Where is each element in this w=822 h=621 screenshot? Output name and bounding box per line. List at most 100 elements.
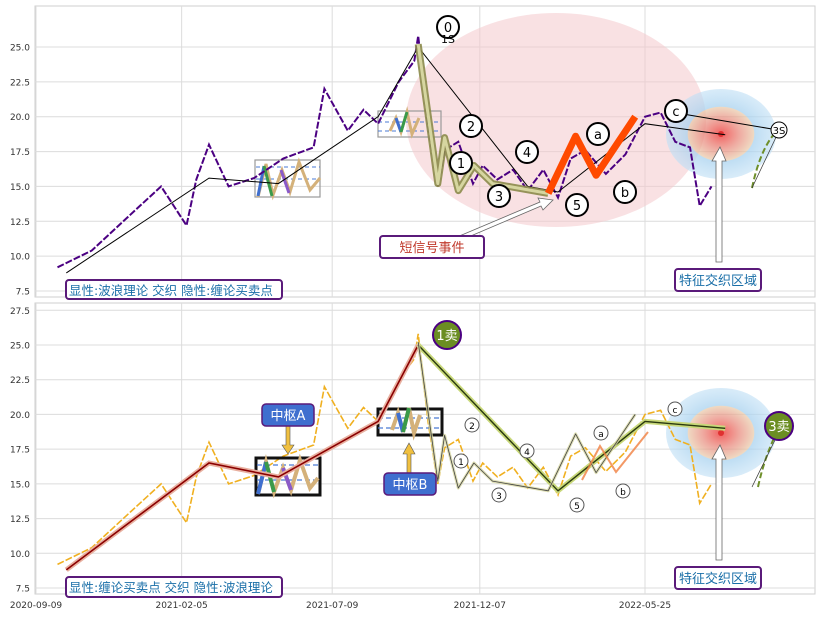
hub-top-a-zig-purple	[279, 169, 291, 194]
y-ticks-bottom: 7.5 10.0 12.5 15.0 17.5 20.0 22.5 25.0 27.5	[10, 307, 30, 595]
c-to-3s-line	[676, 112, 779, 131]
top-ytick-label: 7.5	[16, 288, 30, 298]
series-price-bottom	[57, 333, 713, 566]
small-marker-4	[519, 443, 535, 459]
series-bi-line	[65, 344, 419, 571]
small-marker-a	[593, 425, 609, 441]
small-marker-3-label: 3	[496, 492, 502, 502]
marker-2-label: 2	[467, 120, 475, 135]
bottom-ytick-label: 12.5	[10, 515, 30, 525]
short-signal-label: 短信号事件	[399, 241, 464, 256]
marker-b-label: b	[621, 186, 629, 201]
top-ytick-label: 12.5	[10, 218, 30, 228]
marker-b	[613, 180, 637, 204]
small-marker-c	[667, 401, 683, 417]
y-ticks-top: 7.5 10.0 12.5 15.0 17.5 20.0 22.5 25.0	[10, 44, 30, 298]
top-ytick-label: 10.0	[10, 253, 30, 263]
marker-1	[449, 151, 473, 175]
marker-a	[586, 122, 610, 146]
top-ytick-label: 17.5	[10, 148, 30, 158]
marker-c	[664, 99, 688, 123]
marker-1s-label: 1S	[441, 33, 455, 46]
small-marker-b	[615, 483, 631, 499]
bottom-ytick-label: 22.5	[10, 376, 30, 386]
series-wave-path-inner	[416, 43, 549, 195]
abc-highlight-bottom	[581, 431, 649, 481]
marker-0-label: 0	[444, 21, 452, 36]
xtick-label: 2022-05-25	[619, 601, 671, 611]
small-marker-b-label: b	[620, 488, 626, 498]
marker-5-label: 5	[573, 199, 581, 214]
marker-3-label: 3	[495, 190, 503, 205]
small-marker-2	[464, 417, 480, 433]
hub-a-label-box	[261, 403, 315, 427]
bottom-ytick-label: 27.5	[10, 307, 30, 317]
top-ytick-label: 25.0	[10, 44, 30, 54]
marker-1-label: 1	[457, 157, 465, 172]
marker-a-label: a	[594, 128, 602, 143]
projection-3s-dashed	[751, 132, 776, 189]
bottom-ytick-label: 20.0	[10, 411, 30, 421]
xtick-label: 2020-09-09	[10, 601, 63, 611]
small-marker-1	[453, 453, 469, 469]
legend-box-bottom	[65, 576, 283, 598]
bottom-ytick-label: 7.5	[16, 585, 30, 595]
markers-bottom: 1卖 3卖 1 2 3 4 5 a b c	[432, 320, 794, 513]
marker-2	[459, 114, 483, 138]
hub-box-top-b	[377, 110, 442, 138]
hub-b-label-box	[383, 472, 437, 496]
interleave-box-bottom	[674, 566, 762, 590]
hub-top-a-zig-green	[262, 165, 274, 197]
x-ticks: 2020-09-09 2021-02-05 2021-07-09 2021-12-07…	[10, 601, 671, 611]
hub-b-label: 中枢B	[393, 478, 428, 493]
interleave-center-dot-bottom	[718, 430, 724, 436]
legend-label-top: 显性:波浪理论 交织 隐性:缠论买卖点	[69, 283, 273, 298]
small-marker-5	[569, 497, 585, 513]
marker-3s-label: 3S	[773, 126, 786, 137]
interleave-arrow-top	[711, 146, 727, 263]
top-ytick-label: 20.0	[10, 113, 30, 123]
top-ytick-label: 15.0	[10, 183, 30, 193]
legend-box-top	[65, 279, 283, 300]
small-marker-a-label: a	[598, 430, 604, 440]
xtick-label: 2021-07-09	[306, 601, 359, 611]
marker-3-sell-label: 3卖	[768, 420, 789, 435]
bottom-ytick-label: 10.0	[10, 550, 30, 560]
xtick-label: 2021-12-07	[454, 601, 506, 611]
series-wave-abc	[545, 114, 639, 195]
bottom-ytick-label: 17.5	[10, 446, 30, 456]
xtick-label: 2021-02-05	[155, 601, 207, 611]
hub-top-b-zig-green	[399, 111, 409, 133]
hub-a-zig-blue	[256, 461, 268, 495]
hub-b-arrow	[402, 442, 416, 475]
marker-c-label: c	[672, 105, 679, 120]
bottom-ytick-label: 15.0	[10, 480, 30, 490]
series-segment-line	[417, 344, 726, 492]
short-signal-box	[379, 235, 485, 259]
marker-4-label: 4	[523, 146, 531, 161]
small-marker-2-label: 2	[469, 422, 475, 432]
marker-1-sell	[432, 320, 462, 350]
interleave-arrow-bottom	[711, 444, 727, 561]
legend-label-bottom: 显性:缠论买卖点 交织 隐性:波浪理论	[69, 580, 273, 595]
small-marker-3	[491, 487, 507, 503]
marker-3s	[770, 121, 788, 139]
interleave-label-top: 特征交织区域	[679, 273, 757, 289]
hub-b-zig-green	[401, 407, 411, 433]
bottom-ytick-label: 25.0	[10, 342, 30, 352]
marker-1-sell-label: 1卖	[436, 329, 457, 344]
small-marker-c-label: c	[673, 406, 678, 416]
arrows-bottom	[281, 425, 727, 561]
hub-a-arrow	[281, 425, 295, 455]
marker-3	[487, 184, 511, 208]
series-detail-path	[417, 342, 636, 492]
hub-a-label: 中枢A	[271, 409, 306, 424]
interleave-label-bottom: 特征交织区域	[679, 571, 757, 587]
small-marker-4-label: 4	[524, 448, 530, 458]
interleave-box-top	[674, 268, 762, 292]
marker-3-sell	[764, 411, 794, 441]
small-marker-5-label: 5	[574, 502, 580, 512]
wave-markers-top: 0 1S 1 2 3 4 5 a b c 3S	[436, 15, 788, 217]
